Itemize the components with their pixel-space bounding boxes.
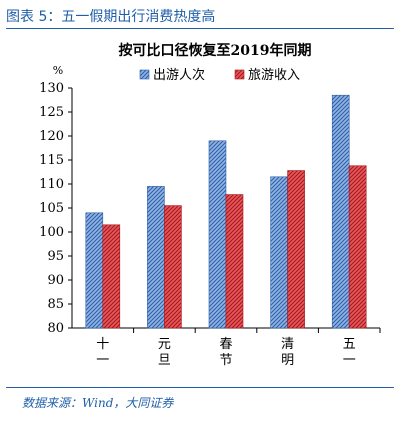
y-axis: 80 85 90 95 100 105 110 115 120 125 130 bbox=[39, 81, 380, 336]
legend-label: 旅游收入 bbox=[248, 68, 300, 83]
y-tick-label: 125 bbox=[39, 105, 64, 120]
x-tick-label: 五一 bbox=[343, 337, 356, 368]
bar-revenue bbox=[287, 170, 305, 329]
y-tick-label: 90 bbox=[47, 273, 64, 288]
bar-revenue bbox=[102, 224, 121, 329]
legend-label: 出游人次 bbox=[153, 67, 205, 83]
source-divider bbox=[6, 387, 394, 388]
y-tick-label: 80 bbox=[47, 321, 64, 336]
y-tick-label: 105 bbox=[39, 201, 64, 216]
y-tick-label: 85 bbox=[47, 297, 64, 312]
bar-visitors bbox=[270, 176, 288, 329]
x-tick-label: 春节 bbox=[219, 337, 232, 368]
x-axis: 十一 元旦 春节 清明 五一 bbox=[96, 328, 381, 368]
chart-title: 按可比口径恢复至2019年同期 bbox=[119, 42, 312, 59]
source-note: 数据来源：Wind，大同证券 bbox=[22, 396, 174, 410]
y-axis-unit: % bbox=[53, 64, 63, 77]
y-tick-label: 115 bbox=[39, 153, 64, 168]
bar-visitors bbox=[85, 212, 104, 329]
x-tick-label: 十一 bbox=[96, 337, 109, 368]
bar-revenue bbox=[225, 194, 244, 329]
y-tick-label: 95 bbox=[47, 249, 64, 264]
legend: 出游人次 旅游收入 bbox=[139, 67, 300, 83]
title-divider bbox=[6, 28, 394, 29]
bar-revenue bbox=[164, 205, 182, 329]
bar-chart: 按可比口径恢复至2019年同期 % 出游人次 旅游收入 80 85 90 95 100 10… bbox=[39, 42, 381, 368]
y-tick-label: 100 bbox=[39, 225, 64, 240]
legend-swatch bbox=[139, 69, 150, 80]
legend-swatch bbox=[234, 69, 245, 80]
y-tick-label: 110 bbox=[39, 177, 64, 192]
figure-title: 图表 5：五一假期出行消费热度高 bbox=[6, 9, 216, 25]
bar-series bbox=[85, 94, 367, 329]
bar-visitors bbox=[147, 186, 165, 329]
x-tick-label: 清明 bbox=[281, 337, 294, 368]
bar-visitors bbox=[331, 94, 350, 329]
y-tick-label: 120 bbox=[39, 129, 64, 144]
y-tick-label: 130 bbox=[39, 81, 64, 96]
bar-visitors bbox=[208, 140, 227, 329]
x-tick-label: 元旦 bbox=[158, 337, 171, 368]
bar-revenue bbox=[348, 165, 367, 329]
